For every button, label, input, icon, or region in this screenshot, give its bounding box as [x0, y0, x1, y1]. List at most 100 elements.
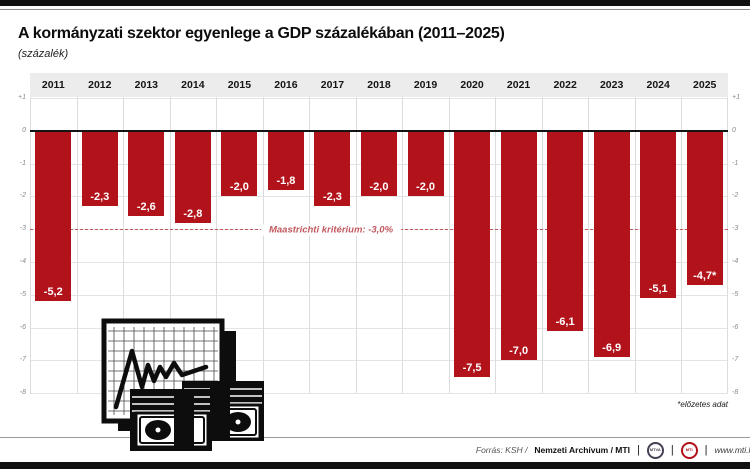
source-footer: Forrás: KSH / Nemzeti Archívum / MTI | M… [476, 441, 750, 459]
bar-2022: -6,1 [547, 130, 584, 331]
x-label-2020: 2020 [460, 79, 484, 91]
pipe-separator: | [704, 444, 708, 456]
bar-value-2015: -2,0 [229, 181, 249, 194]
x-label-2017: 2017 [320, 79, 345, 91]
column-separator [681, 97, 682, 394]
y-tick-right--2: -2 [732, 192, 739, 200]
x-label-2013: 2013 [134, 79, 158, 91]
y-tick-right--6: -6 [732, 323, 739, 331]
column-separator [170, 97, 171, 394]
pipe-separator: | [636, 444, 640, 456]
bar-value-2024: -5,1 [648, 283, 668, 296]
y-tick-left-0: 0 [22, 126, 26, 134]
x-label-2012: 2012 [88, 79, 112, 91]
bar-2025: -4,7* [686, 130, 723, 285]
bar-value-2014: -2,8 [183, 207, 203, 220]
mtva-logo-icon: MTVA [646, 441, 664, 459]
bar-2017: -2,3 [314, 130, 351, 207]
bar-value-2020: -7,5 [462, 361, 482, 374]
column-separator [635, 97, 636, 394]
x-label-2022: 2022 [553, 79, 577, 91]
source-main: Nemzeti Archívum / MTI [534, 445, 630, 455]
bar-value-2011: -5,2 [43, 286, 63, 299]
maastricht-label: Maastrichti kritérium: -3,0% [260, 224, 402, 236]
bar-value-2019: -2,0 [416, 181, 436, 194]
gridline-y--5 [30, 294, 728, 296]
column-separator [216, 97, 217, 394]
gridline-y-1 [30, 98, 728, 99]
y-tick-right--1: -1 [732, 159, 739, 167]
column-separator [356, 97, 357, 394]
column-separator [542, 97, 543, 394]
gridline-y--6 [30, 327, 728, 329]
x-axis-header-band [30, 73, 728, 97]
column-separator [309, 97, 310, 394]
y-tick-left--2: -2 [19, 192, 26, 200]
bar-2015: -2,0 [221, 130, 258, 197]
bar-value-2013: -2,6 [136, 201, 156, 214]
bar-2020: -7,5 [454, 130, 491, 377]
y-tick-left--1: -1 [19, 159, 26, 167]
footer-divider-line [0, 437, 750, 438]
bar-2018: -2,0 [361, 130, 397, 197]
y-tick-left--4: -4 [19, 258, 26, 265]
y-tick-left--6: -6 [19, 323, 26, 331]
website-url: www.mti.hu [714, 445, 750, 455]
bar-value-2022: -6,1 [555, 315, 575, 328]
y-tick-left-1: +1 [18, 94, 26, 101]
bar-2011: -5,2 [35, 130, 72, 302]
chart-unit-note: (százalék) [18, 48, 69, 60]
bar-value-2023: -6,9 [602, 342, 622, 355]
bar-2023: -6,9 [593, 130, 630, 358]
top-divider-line [0, 9, 750, 10]
x-label-2025: 2025 [693, 79, 717, 91]
bar-2016: -1,8 [267, 130, 304, 190]
bar-value-2017: -2,3 [322, 191, 342, 204]
bar-value-2025: -4,7* [693, 269, 717, 282]
top-black-bar [0, 0, 750, 6]
bar-2019: -2,0 [407, 130, 444, 197]
x-label-2015: 2015 [227, 79, 252, 91]
plot-right-edge [727, 97, 728, 394]
gridline-y--2 [30, 196, 728, 198]
bar-value-2012: -2,3 [90, 191, 110, 204]
bar-2012: -2,3 [81, 130, 118, 207]
y-tick-right-0: 0 [732, 126, 736, 134]
y-tick-left--5: -5 [19, 290, 26, 298]
y-tick-left--7: -7 [19, 356, 26, 364]
pipe-separator: | [670, 444, 674, 456]
plot-left-edge [30, 97, 31, 394]
x-label-2014: 2014 [181, 79, 205, 91]
column-separator [402, 97, 403, 394]
column-separator [263, 97, 264, 394]
bar-chart: 2011 2012 2013 2014 2015 2016 2017 2018 2019 2020… [18, 73, 740, 396]
money-chart-illustration [92, 315, 272, 470]
y-tick-right--5: -5 [732, 290, 739, 298]
y-tick-right--4: -4 [732, 258, 739, 265]
bottom-black-bar [0, 462, 750, 469]
y-tick-left--3: -3 [19, 225, 26, 233]
mti-logo-icon: MTI [680, 441, 698, 459]
x-label-2016: 2016 [274, 79, 298, 91]
x-label-2021: 2021 [506, 79, 531, 91]
bar-value-2016: -1,8 [276, 174, 296, 187]
y-tick-right--7: -7 [732, 356, 739, 364]
gridline-y--4 [30, 262, 728, 263]
y-tick-right--3: -3 [732, 225, 739, 233]
bar-2014: -2,8 [174, 130, 211, 223]
bar-2021: -7,0 [500, 130, 537, 361]
column-separator [77, 97, 78, 394]
bar-2024: -5,1 [640, 130, 677, 299]
column-separator [449, 97, 450, 394]
bar-value-2021: -7,0 [509, 345, 529, 358]
source-prefix: Forrás: KSH / [475, 445, 528, 455]
y-tick-left--8: -8 [19, 389, 26, 397]
column-separator [123, 97, 124, 394]
y-tick-right-1: +1 [732, 94, 740, 101]
y-tick-right--8: -8 [732, 389, 739, 397]
zero-axis-line [30, 129, 728, 132]
x-label-2019: 2019 [413, 79, 438, 91]
money-chart-illustration-svg [101, 318, 264, 451]
chart-title: A kormányzati szektor egyenlege a GDP sz… [18, 25, 505, 42]
x-label-2024: 2024 [646, 79, 670, 91]
